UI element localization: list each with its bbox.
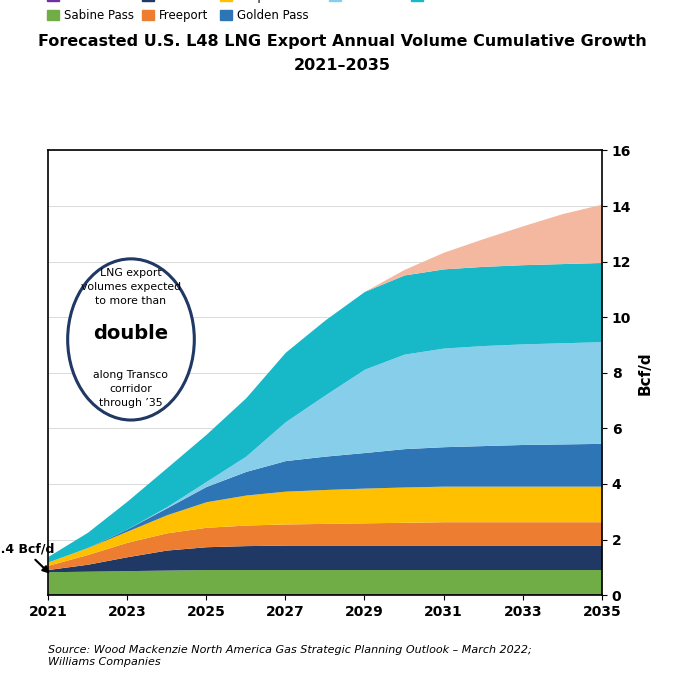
Text: 9.4 Bcf/d: 9.4 Bcf/d — [0, 542, 55, 572]
Text: along Transco
corridor
through ’35: along Transco corridor through ’35 — [94, 371, 168, 408]
Ellipse shape — [68, 259, 194, 420]
Text: 2021–2035: 2021–2035 — [293, 58, 391, 73]
Legend: Elba Island, Sabine Pass, Cameron, Freeport, Corpus Christi, Golden Pass, Driftw: Elba Island, Sabine Pass, Cameron, Freep… — [44, 0, 516, 24]
Text: Source: Wood Mackenzie North America Gas Strategic Planning Outlook – March 2022: Source: Wood Mackenzie North America Gas… — [48, 645, 531, 667]
Text: double: double — [94, 324, 168, 343]
Text: Forecasted U.S. L48 LNG Export Annual Volume Cumulative Growth: Forecasted U.S. L48 LNG Export Annual Vo… — [38, 34, 646, 49]
Text: LNG export
volumes expected
to more than: LNG export volumes expected to more than — [81, 267, 181, 306]
Y-axis label: Bcf/d: Bcf/d — [638, 351, 653, 395]
